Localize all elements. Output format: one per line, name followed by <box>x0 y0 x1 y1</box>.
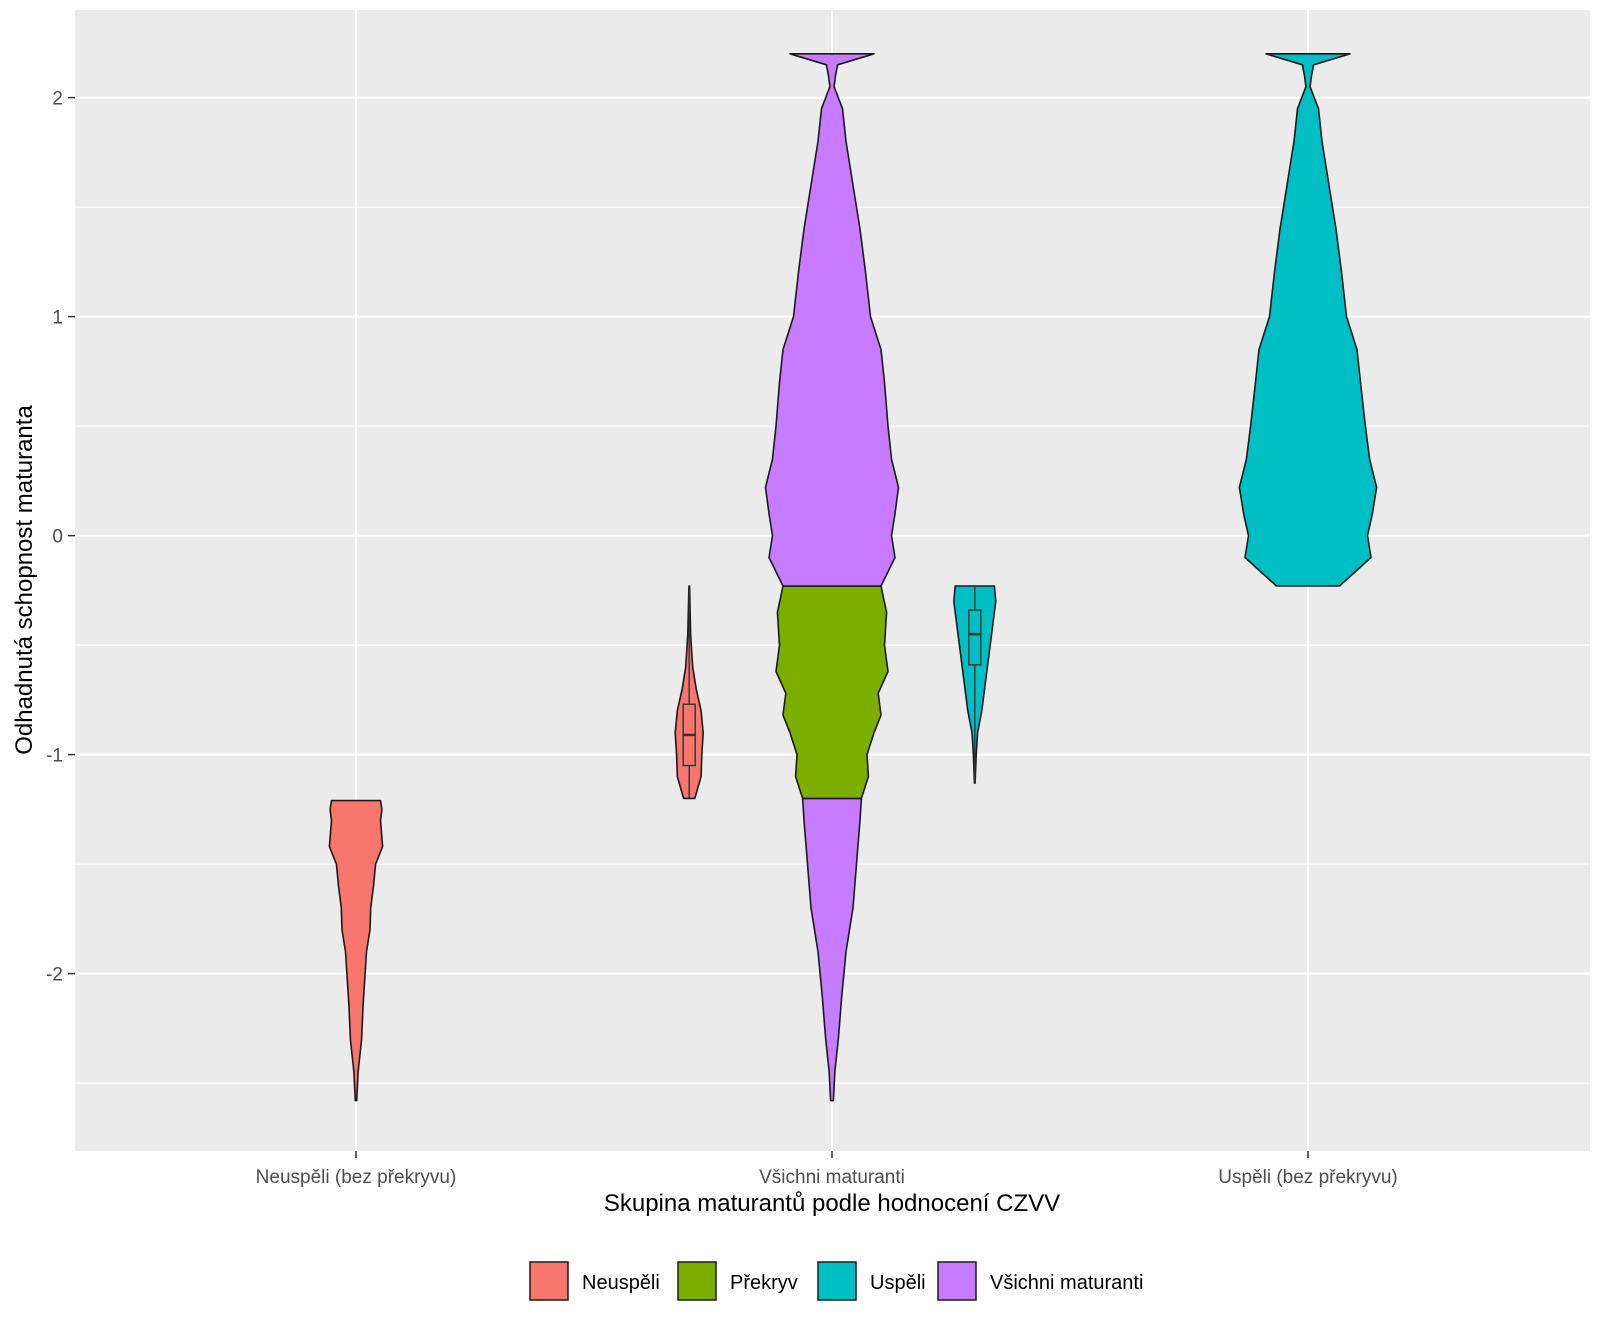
x-tick-label: Všichni maturanti <box>759 1167 905 1188</box>
y-tick-label: 1 <box>52 308 63 329</box>
legend-key-prekryv <box>677 1261 717 1301</box>
y-axis-ticks: -2 -1 0 1 2 <box>46 89 75 986</box>
box-uspeli <box>968 609 982 666</box>
y-tick-label: -1 <box>46 746 63 767</box>
violin-uspeli-6 <box>1238 53 1378 587</box>
legend-label: Překryv <box>730 1272 798 1294</box>
legend-item-uspeli: Uspěli <box>817 1261 926 1301</box>
legend-item-neuspeli: Neuspěli <box>529 1261 660 1301</box>
legend-item-prekryv: Překryv <box>677 1261 798 1301</box>
violin-neuspeli-0 <box>328 799 384 1102</box>
y-tick-label: 0 <box>52 527 63 548</box>
legend-key-uspeli <box>817 1261 857 1301</box>
x-axis-title: Skupina maturantů podle hodnocení CZVV <box>604 1190 1060 1217</box>
violin-vsichni-maturanti-3 <box>764 53 900 587</box>
violins <box>328 53 1378 1102</box>
legend-item-vsichni-maturanti: Všichni maturanti <box>937 1261 1143 1301</box>
y-tick-label: -2 <box>46 965 63 986</box>
boxplots <box>682 585 982 799</box>
x-tick-label: Uspěli (bez překryvu) <box>1218 1167 1398 1188</box>
legend-label: Všichni maturanti <box>990 1272 1143 1294</box>
y-tick-label: 2 <box>52 89 63 110</box>
legend-key-neuspeli <box>529 1261 569 1301</box>
y-axis-title: Odhadnutá schopnost maturanta <box>11 405 38 755</box>
legend-label: Uspěli <box>870 1272 926 1294</box>
legend: Neuspěli Překryv Uspěli Všichni maturanti <box>529 1261 1143 1301</box>
x-axis-ticks: Neuspěli (bez překryvu) Všichni maturanti… <box>256 1151 1398 1188</box>
x-tick-label: Neuspěli (bez překryvu) <box>256 1167 457 1188</box>
legend-label: Neuspěli <box>582 1272 660 1294</box>
legend-key-vsichni-maturanti <box>937 1261 977 1301</box>
